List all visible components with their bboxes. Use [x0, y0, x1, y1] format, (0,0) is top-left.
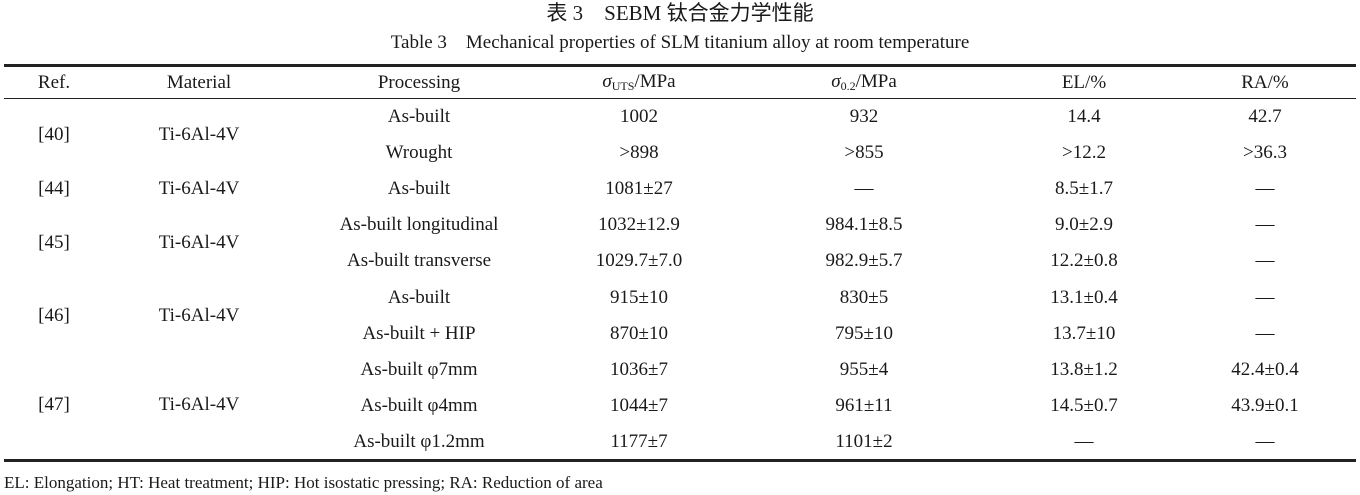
el-cell: 13.1±0.4: [1050, 286, 1118, 308]
table-row: As-built + HIP 870±10 795±10 13.7±10 —: [4, 316, 1356, 352]
ra-cell: —: [1255, 286, 1275, 308]
uts-cell: 1032±12.9: [598, 214, 680, 236]
table-row: Wrought >898 >855 >12.2 >36.3: [4, 135, 1356, 171]
processing-cell: As-built φ1.2mm: [294, 424, 544, 462]
ra-cell: >36.3: [1243, 141, 1287, 163]
ra-cell: —: [1255, 250, 1275, 272]
yield-cell: —: [854, 177, 874, 199]
yield-cell: 982.9±5.7: [825, 250, 903, 272]
table-row: [40] Ti-6Al-4V As-built 1002 932 14.4 42.7: [4, 99, 1356, 145]
material-cell: Ti-6Al-4V: [158, 304, 240, 326]
el-cell: 14.4: [1067, 105, 1101, 127]
processing-cell: As-built + HIP: [362, 322, 476, 344]
uts-cell: 1044±7: [610, 395, 668, 417]
sigma-symbol: σ: [602, 71, 612, 92]
ra-cell: —: [1255, 177, 1275, 199]
material-cell: Ti-6Al-4V: [158, 123, 240, 145]
yield-cell: >855: [844, 141, 884, 163]
material-cell: Ti-6Al-4V: [104, 351, 294, 462]
yield-cell: 1101±2: [734, 424, 994, 462]
el-cell: 12.2±0.8: [1050, 250, 1118, 272]
processing-cell: As-built: [387, 177, 451, 199]
el-cell: 9.0±2.9: [1055, 214, 1113, 236]
processing-cell: As-built transverse: [346, 250, 492, 272]
el-cell: —: [994, 424, 1174, 462]
processing-cell: As-built φ7mm: [360, 358, 478, 380]
uts-cell: 870±10: [610, 322, 668, 344]
uts-cell: 1081±27: [605, 177, 673, 199]
yield-cell: 932: [849, 105, 879, 127]
uts-cell: 1029.7±7.0: [595, 250, 683, 272]
yield-cell: 795±10: [835, 322, 893, 344]
header-processing: Processing: [294, 64, 544, 99]
el-cell: >12.2: [1062, 141, 1106, 163]
header-ra: RA/%: [1174, 64, 1356, 99]
el-cell: 8.5±1.7: [1055, 177, 1113, 199]
ref-cell: [40]: [38, 123, 70, 145]
header-material: Material: [104, 64, 294, 99]
el-cell: 13.7±10: [1052, 322, 1116, 344]
ra-cell: 42.7: [1248, 105, 1282, 127]
header-ref: Ref.: [4, 64, 104, 99]
material-cell: Ti-6Al-4V: [158, 232, 240, 254]
processing-cell: As-built φ4mm: [360, 395, 478, 417]
uts-cell: 1002: [620, 105, 658, 127]
table-title-english: Table 3 Mechanical properties of SLM tit…: [390, 32, 970, 53]
header-uts: σUTS/MPa: [544, 64, 734, 99]
ra-cell: 42.4±0.4: [1231, 358, 1299, 380]
table-row: As-built transverse 1029.7±7.0 982.9±5.7 12…: [4, 243, 1356, 279]
el-cell: 13.8±1.2: [1050, 358, 1118, 380]
uts-cell: >898: [619, 141, 659, 163]
table-row: As-built φ4mm 1044±7 961±11 14.5±0.7 43.9±0.…: [4, 388, 1356, 424]
ra-cell: —: [1255, 214, 1275, 236]
yield-cell: 984.1±8.5: [825, 214, 903, 236]
header-row: Ref. Material Processing σUTS/MPa σ0.2/M…: [4, 64, 1356, 99]
table-body: [40] Ti-6Al-4V As-built 1002 932 14.4 42.7 Wrou…: [4, 99, 1356, 462]
table-row: [47] Ti-6Al-4V As-built φ7mm 1036±7 955±4 13.…: [4, 351, 1356, 462]
ref-cell: [45]: [38, 232, 70, 254]
yield-cell: 955±4: [839, 358, 889, 380]
uts-subscript: UTS: [611, 79, 635, 93]
footnote: EL: Elongation; HT: Heat treatment; HIP:…: [4, 473, 603, 492]
ra-cell: 43.9±0.1: [1231, 395, 1299, 417]
processing-cell: As-built: [387, 105, 451, 127]
yield-cell: 961±11: [835, 395, 893, 417]
ref-cell: [44]: [38, 177, 70, 199]
material-cell: Ti-6Al-4V: [158, 177, 240, 199]
uts-unit: /MPa: [634, 71, 676, 92]
table-row: [44] Ti-6Al-4V As-built 1081±27 — 8.5±1.7 —: [4, 171, 1356, 207]
processing-cell: As-built longitudinal: [339, 214, 499, 236]
header-yield: σ0.2/MPa: [734, 64, 994, 99]
el-cell: 14.5±0.7: [1050, 395, 1118, 417]
processing-cell: As-built: [387, 286, 451, 308]
yield-unit: /MPa: [855, 71, 897, 92]
ref-cell: [46]: [38, 304, 70, 326]
table-title-chinese: 表 3 SEBM 钛合金力学性能: [546, 1, 814, 25]
table-row: [46] Ti-6Al-4V As-built 915±10 830±5 13.1±0.4…: [4, 279, 1356, 326]
table-row: [45] Ti-6Al-4V As-built longitudinal 1032±1…: [4, 207, 1356, 253]
mechanical-properties-table: Ref. Material Processing σUTS/MPa σ0.2/M…: [4, 64, 1356, 462]
ref-cell: [47]: [4, 351, 104, 462]
sigma-symbol: σ: [831, 71, 841, 92]
table-row: As-built φ1.2mm 1177±7 1101±2— —: [4, 424, 1356, 462]
yield-cell: 830±5: [839, 286, 889, 308]
yield-subscript: 0.2: [840, 79, 856, 93]
ra-cell: —: [1174, 424, 1356, 462]
uts-cell: 915±10: [610, 286, 668, 308]
uts-cell: 1036±7: [610, 358, 668, 380]
processing-cell: Wrought: [385, 141, 453, 163]
uts-cell: 1177±7: [544, 424, 734, 462]
header-el: EL/%: [994, 64, 1174, 99]
ra-cell: —: [1255, 322, 1275, 344]
